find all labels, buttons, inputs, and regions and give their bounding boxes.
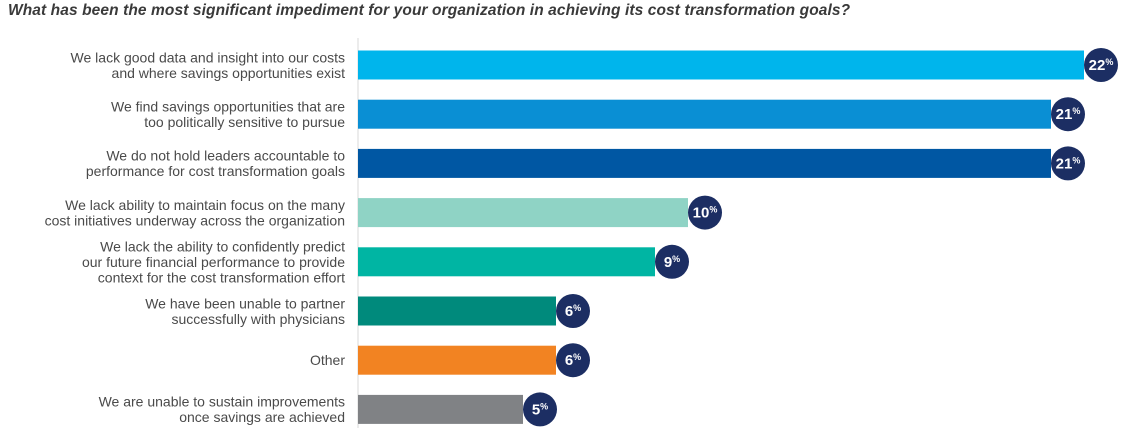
value-badge: [556, 343, 590, 378]
data-label: 22%: [1089, 57, 1114, 74]
category-label: Other: [310, 352, 345, 368]
category-label: We have been unable to partner successful…: [145, 295, 345, 327]
bar: [358, 247, 655, 277]
data-label: 21%: [1056, 155, 1081, 172]
data-label: 9%: [664, 254, 680, 271]
bar: [358, 50, 1084, 80]
category-label: We are unable to sustain improvements onc…: [99, 394, 345, 426]
value-badge: [556, 294, 590, 328]
value-badge: [1051, 97, 1085, 132]
chart-title: What has been the most significant imped…: [8, 2, 851, 19]
data-label: 21%: [1056, 106, 1081, 123]
bar: [358, 99, 1051, 129]
bar: [358, 198, 688, 228]
data-label: 6%: [565, 352, 581, 369]
bar: [358, 148, 1051, 178]
value-badge: [523, 392, 557, 427]
value-badge: [1084, 48, 1118, 82]
data-label: 10%: [693, 205, 718, 222]
value-badge: [655, 244, 689, 279]
category-label: We lack good data and insight into our c…: [71, 49, 346, 81]
value-badge: [688, 195, 722, 230]
data-label: 6%: [565, 303, 581, 320]
value-badge: [1051, 146, 1085, 181]
bar: [358, 394, 523, 424]
category-label: We find savings opportunities that are to…: [111, 98, 345, 130]
category-label: We lack the ability to confidently predi…: [82, 238, 345, 285]
data-label: 5%: [532, 401, 548, 418]
category-label: We do not hold leaders accountable to per…: [86, 148, 345, 180]
category-label: We lack ability to maintain focus on the…: [45, 197, 345, 229]
bar: [358, 345, 556, 375]
bar: [358, 296, 556, 326]
